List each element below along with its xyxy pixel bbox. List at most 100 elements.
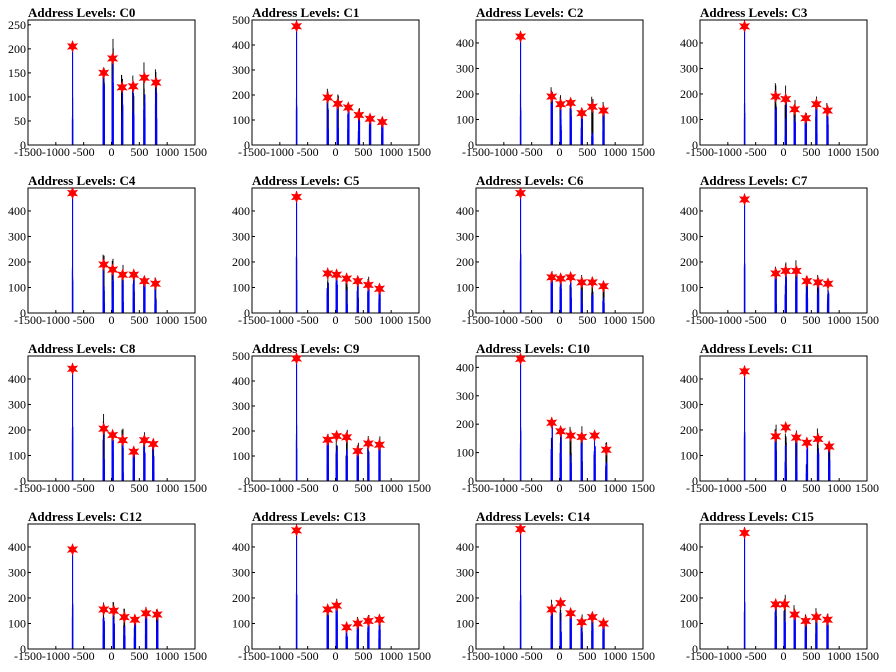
y-tick-label: 0 xyxy=(468,138,474,152)
x-tick-label: 1000 xyxy=(379,313,403,327)
peak-marker xyxy=(362,278,374,292)
peak-marker xyxy=(98,66,110,80)
peak-marker xyxy=(331,599,343,613)
chart-title: Address Levels: C1 xyxy=(252,5,359,20)
x-tick-label: 1000 xyxy=(603,313,627,327)
peak-marker xyxy=(107,428,119,442)
chart-panel-c15: -1500 -1000 -500 0 500 1000 1500 0 100 200 300 400 A… xyxy=(672,504,896,672)
x-tick-label: -1000 xyxy=(490,481,518,495)
y-tick-label: 200 xyxy=(8,42,26,56)
y-tick-label: 400 xyxy=(680,36,698,50)
x-tick-label: 500 xyxy=(802,145,820,159)
x-tick-label: -500 xyxy=(297,145,319,159)
peak-marker xyxy=(555,272,567,285)
y-tick-label: 200 xyxy=(680,87,698,101)
chart-svg-c2: -1500 -1000 -500 0 500 1000 1500 0 100 200 300 400 A… xyxy=(456,5,655,159)
axes-frame xyxy=(251,523,420,650)
y-tick-label: 300 xyxy=(8,565,26,579)
y-tick-label: 0 xyxy=(20,138,26,152)
peak-marker xyxy=(800,614,812,628)
axes-frame xyxy=(475,187,644,314)
x-tick-label: 1500 xyxy=(631,313,655,327)
x-tick-label: 0 xyxy=(557,313,563,327)
y-tick-label: 300 xyxy=(456,229,474,243)
y-tick-label: 0 xyxy=(244,642,250,656)
peak-marker xyxy=(127,79,139,93)
chart-svg-c9: -1500 -1000 -500 0 500 1000 1500 0 100 200 300 400 5… xyxy=(232,341,431,495)
histogram-bars xyxy=(743,365,831,481)
x-tick-label: -1000 xyxy=(714,313,742,327)
x-tick-label: -500 xyxy=(297,481,319,495)
x-tick-label: 0 xyxy=(557,145,563,159)
histogram-bars xyxy=(295,191,381,313)
x-tick-label: -1500 xyxy=(14,145,42,159)
x-tick-label: -500 xyxy=(521,481,543,495)
y-tick-label: 100 xyxy=(456,112,474,126)
peak-marker xyxy=(117,268,129,282)
peak-marker xyxy=(66,362,79,376)
chart-title: Address Levels: C4 xyxy=(28,173,136,188)
x-tick-label: 0 xyxy=(781,649,787,663)
peak-marker xyxy=(322,91,334,104)
x-tick-label: 500 xyxy=(802,313,820,327)
x-tick-label: 500 xyxy=(802,649,820,663)
x-tick-label: -1500 xyxy=(462,649,490,663)
chart-title: Address Levels: C8 xyxy=(28,341,136,356)
x-tick-label: -500 xyxy=(73,481,95,495)
peak-marker xyxy=(98,422,110,436)
peak-marker xyxy=(341,272,353,285)
peak-marker xyxy=(331,268,343,282)
y-tick-label: 300 xyxy=(232,399,250,413)
x-tick-label: -1000 xyxy=(266,481,294,495)
y-tick-label: 300 xyxy=(8,397,26,411)
axes-frame xyxy=(699,19,868,146)
y-tick-label: 300 xyxy=(8,229,26,243)
x-tick-label: 0 xyxy=(333,481,339,495)
peak-marker xyxy=(801,274,813,288)
y-tick-label: 100 xyxy=(8,448,26,462)
chart-title: Address Levels: C5 xyxy=(252,173,360,188)
y-tick-label: 150 xyxy=(8,66,26,80)
peak-marker xyxy=(376,115,388,129)
chart-title: Address Levels: C6 xyxy=(476,173,584,188)
x-tick-label: -500 xyxy=(521,145,543,159)
peak-marker xyxy=(373,438,386,452)
peak-marker xyxy=(514,30,527,44)
peak-marker xyxy=(821,104,834,117)
peak-marker xyxy=(98,258,110,271)
peak-marker xyxy=(290,523,303,537)
x-tick-label: -1500 xyxy=(238,145,266,159)
axes-frame xyxy=(699,187,868,314)
chart-title: Address Levels: C12 xyxy=(28,509,142,524)
peak-marker xyxy=(597,279,610,293)
x-tick-label: 500 xyxy=(354,481,372,495)
x-tick-label: -1000 xyxy=(490,313,518,327)
x-tick-label: 0 xyxy=(109,649,115,663)
x-tick-label: 0 xyxy=(109,145,115,159)
peak-marker xyxy=(576,615,588,629)
histogram-bars xyxy=(295,20,384,145)
chart-svg-c0: -1500 -1000 -500 0 500 1000 1500 0 50 100 150 200 25… xyxy=(8,5,207,159)
peak-marker xyxy=(738,193,751,206)
chart-panel-c9: -1500 -1000 -500 0 500 1000 1500 0 100 200 300 400 5… xyxy=(224,336,448,504)
chart-title: Address Levels: C9 xyxy=(252,341,360,356)
x-tick-label: 500 xyxy=(802,481,820,495)
y-tick-label: 300 xyxy=(456,61,474,75)
x-tick-label: 1500 xyxy=(407,481,431,495)
x-tick-label: 1500 xyxy=(631,649,655,663)
x-tick-label: -500 xyxy=(521,313,543,327)
histogram-bars xyxy=(743,193,830,313)
peak-marker xyxy=(290,352,303,365)
y-tick-label: 0 xyxy=(692,306,698,320)
x-tick-label: 0 xyxy=(781,313,787,327)
chart-panel-c6: -1500 -1000 -500 0 500 1000 1500 0 100 200 300 400 A… xyxy=(448,168,672,336)
y-tick-label: 100 xyxy=(680,448,698,462)
peak-marker xyxy=(586,275,598,289)
chart-title: Address Levels: C15 xyxy=(700,509,814,524)
x-tick-label: 1500 xyxy=(855,481,879,495)
x-tick-label: -1000 xyxy=(490,145,518,159)
peak-marker xyxy=(331,429,343,443)
chart-svg-c4: -1500 -1000 -500 0 500 1000 1500 0 100 200 300 400 A… xyxy=(8,173,207,327)
peak-marker xyxy=(823,440,835,453)
y-tick-label: 300 xyxy=(680,61,698,75)
